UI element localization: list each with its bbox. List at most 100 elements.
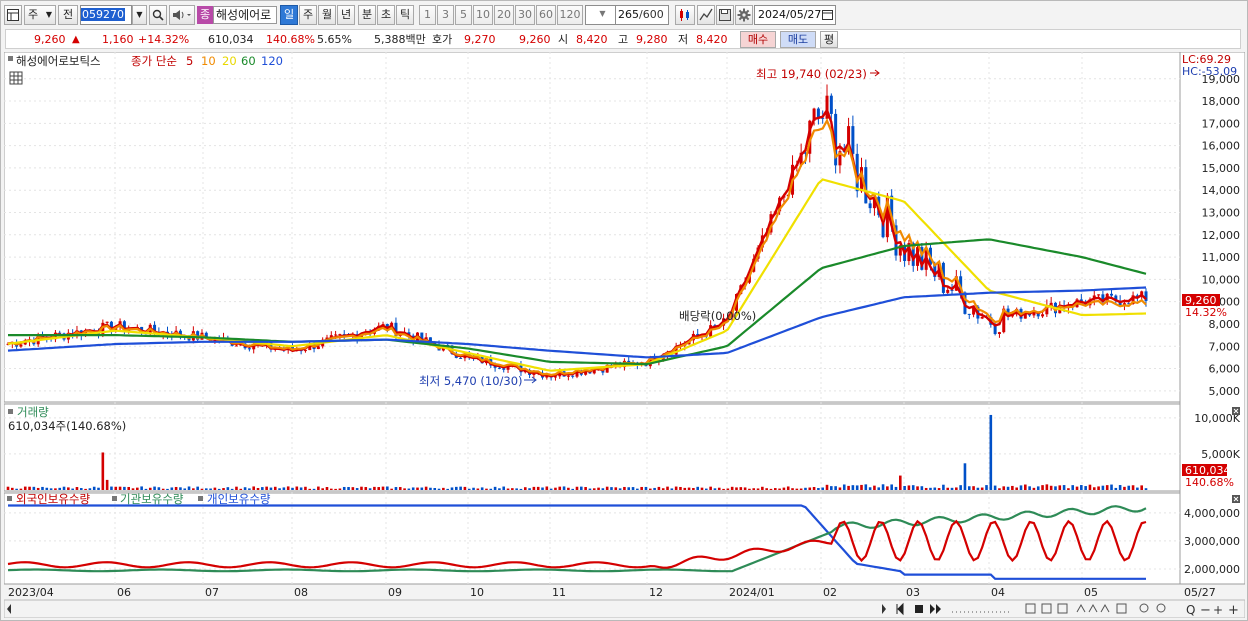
volume-bar bbox=[97, 487, 100, 490]
zoom-tools[interactable] bbox=[952, 603, 1166, 614]
candle-body bbox=[303, 350, 307, 352]
candle-body bbox=[105, 321, 109, 323]
volume-layer bbox=[6, 414, 1148, 490]
volume-bar bbox=[963, 463, 967, 490]
volume-bar bbox=[937, 488, 941, 490]
table-icon[interactable] bbox=[9, 71, 23, 85]
count-input[interactable]: 265/600 bbox=[615, 5, 669, 25]
buy-button[interactable]: 매수 bbox=[740, 31, 776, 48]
period-week-tab[interactable]: 주 bbox=[299, 5, 317, 25]
interval-3-button[interactable]: 3 bbox=[437, 5, 454, 25]
volume-bar bbox=[23, 486, 27, 490]
candle-body bbox=[950, 289, 954, 291]
plus-icon[interactable]: + bbox=[1228, 603, 1239, 618]
ma5-label: 5 bbox=[186, 54, 193, 68]
draw-tool-icon[interactable] bbox=[697, 5, 715, 25]
move-icon[interactable]: + bbox=[1213, 603, 1223, 617]
volume-bar bbox=[75, 487, 79, 490]
period-minute-tab[interactable]: 분 bbox=[358, 5, 376, 25]
last-price-badge bbox=[1182, 294, 1220, 306]
volume-bar bbox=[213, 487, 217, 490]
candle-body bbox=[493, 365, 497, 368]
interval-dropdown-icon[interactable]: ▼ bbox=[599, 9, 606, 18]
sound-icon[interactable] bbox=[169, 5, 195, 25]
scroll-left-icon[interactable] bbox=[7, 604, 11, 614]
market-select[interactable]: 주 ▼ bbox=[24, 5, 56, 25]
x-tick-label: 05/27 bbox=[1184, 586, 1216, 599]
code-input[interactable]: 059270 bbox=[80, 5, 132, 25]
period-month-tab[interactable]: 월 bbox=[318, 5, 336, 25]
ma10-label: 10 bbox=[201, 54, 216, 68]
scroll-bar[interactable] bbox=[4, 599, 1245, 618]
volume-bar bbox=[269, 487, 273, 490]
interval-20-button[interactable]: 20 bbox=[494, 5, 514, 25]
candle-body bbox=[204, 332, 208, 339]
search-icon[interactable] bbox=[149, 5, 167, 25]
volume-bar bbox=[398, 487, 402, 490]
period-year-tab[interactable]: 년 bbox=[337, 5, 355, 25]
eval-button[interactable]: 평 bbox=[820, 31, 838, 48]
volume-bar bbox=[1049, 485, 1053, 490]
high-annotation: 최고 19,740 (02/23) bbox=[756, 67, 867, 81]
candle-body bbox=[1127, 303, 1131, 305]
volume-bar bbox=[403, 488, 406, 490]
calendar-icon[interactable] bbox=[822, 9, 833, 20]
scroll-right-icon[interactable] bbox=[882, 604, 886, 614]
volume-bar bbox=[437, 488, 441, 490]
period-second-tab[interactable]: 초 bbox=[377, 5, 395, 25]
price-tick-label: 10,000 bbox=[1202, 273, 1241, 286]
volume-bar bbox=[692, 487, 695, 490]
turnover-value: 5.65% bbox=[317, 33, 352, 46]
volume-bar bbox=[847, 485, 850, 490]
candle-body bbox=[1002, 308, 1006, 333]
volume-bar bbox=[834, 486, 837, 490]
interval-60-button[interactable]: 60 bbox=[536, 5, 556, 25]
volume-bar bbox=[730, 486, 734, 490]
volume-bar bbox=[1131, 485, 1135, 490]
volume-bar bbox=[511, 488, 514, 490]
interval-120-button[interactable]: 120 bbox=[557, 5, 583, 25]
volume-bar bbox=[812, 487, 816, 490]
zoom-out-icon[interactable]: Q bbox=[1186, 603, 1195, 617]
holding-close-icon[interactable] bbox=[1232, 495, 1240, 503]
volume-bar bbox=[955, 487, 958, 490]
interval-30-button[interactable]: 30 bbox=[515, 5, 535, 25]
candle-body bbox=[420, 332, 424, 341]
period-tick-tab[interactable]: 틱 bbox=[396, 5, 414, 25]
playback-controls[interactable] bbox=[896, 602, 941, 616]
code-dropdown-icon[interactable]: ▼ bbox=[132, 5, 147, 25]
minus-icon[interactable]: − bbox=[1200, 603, 1211, 618]
volume-close-icon[interactable] bbox=[1232, 407, 1240, 415]
interval-10-button[interactable]: 10 bbox=[473, 5, 493, 25]
interval-1-button[interactable]: 1 bbox=[419, 5, 436, 25]
save-icon[interactable] bbox=[716, 5, 734, 25]
type-button[interactable]: 전 bbox=[58, 5, 78, 25]
volume-bar bbox=[1123, 486, 1126, 490]
volume-bar bbox=[1136, 487, 1139, 490]
gear-icon[interactable] bbox=[735, 5, 753, 25]
volume-bar bbox=[791, 488, 794, 490]
layout-icon[interactable] bbox=[4, 5, 22, 25]
candle-type-icon[interactable] bbox=[675, 5, 695, 25]
period-second-label: 초 bbox=[380, 8, 392, 21]
ma-line-60 bbox=[8, 238, 1147, 366]
candle-body bbox=[829, 95, 833, 114]
candle-body bbox=[674, 346, 678, 355]
volume-bar bbox=[761, 486, 764, 490]
x-tick-label: 11 bbox=[552, 586, 566, 599]
volume-bar bbox=[980, 487, 984, 490]
candle-body bbox=[58, 332, 62, 334]
volume-bar bbox=[442, 487, 445, 490]
volume-bar bbox=[467, 488, 471, 490]
candle-body bbox=[571, 375, 575, 377]
volume-bar bbox=[799, 488, 803, 490]
candle-body bbox=[993, 324, 997, 334]
x-tick-label: 12 bbox=[649, 586, 663, 599]
date-input[interactable]: 2024/05/27 bbox=[754, 5, 836, 25]
volume-bar bbox=[1080, 485, 1083, 490]
chart-svg[interactable]: 19,000 18,000 17,000 16,000 15,000 14,000 13,0… bbox=[4, 52, 1245, 618]
interval-5-button[interactable]: 5 bbox=[455, 5, 472, 25]
sell-button[interactable]: 매도 bbox=[780, 31, 816, 48]
candle-body bbox=[967, 313, 971, 315]
period-day-tab[interactable]: 일 bbox=[280, 5, 298, 25]
